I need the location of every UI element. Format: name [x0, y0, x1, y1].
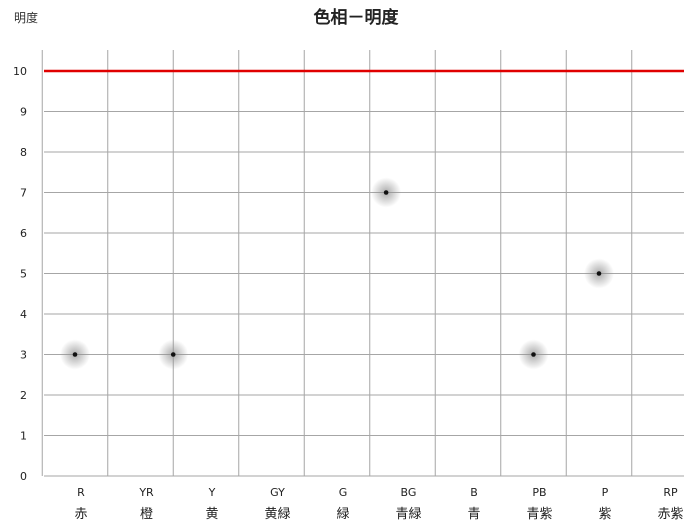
- y-tick-label: 10: [13, 65, 27, 78]
- y-tick-label: 8: [20, 146, 27, 159]
- y-tick-labels: 0 1 2 3 4 5 6 7 8 9 10: [13, 65, 27, 483]
- data-point: [72, 352, 78, 357]
- x-tick-label-name: 紫: [598, 507, 611, 522]
- x-tick-label-name: 黄: [205, 507, 218, 522]
- x-tick-label-code: PB: [532, 486, 546, 499]
- y-tick-label: 0: [20, 470, 27, 483]
- x-tick-label-code: GY: [270, 486, 285, 499]
- x-tick-label-name: 赤紫: [657, 507, 683, 522]
- y-tick-label: 2: [20, 389, 27, 402]
- x-tick-label-name: 青緑: [395, 507, 421, 522]
- chart-title: 色相－明度: [314, 7, 400, 28]
- y-tick-label: 1: [20, 430, 27, 443]
- y-tick-label: 3: [20, 349, 27, 362]
- x-tick-label-name: 青: [467, 507, 480, 522]
- x-tick-label-code: RP: [663, 486, 678, 499]
- x-tick-label-code: BG: [401, 486, 417, 499]
- data-point: [596, 271, 602, 276]
- y-tick-label: 5: [20, 268, 27, 281]
- x-tick-label-name: 赤: [74, 507, 87, 522]
- data-point: [383, 190, 389, 195]
- y-axis-label: 明度: [14, 10, 38, 25]
- x-tick-label-name: 緑: [336, 507, 349, 522]
- x-tick-label-name: 青紫: [526, 507, 552, 522]
- x-tick-label-code: B: [470, 486, 478, 499]
- x-tick-label-code: P: [602, 486, 609, 499]
- x-tick-label-name: 橙: [140, 507, 153, 522]
- data-point: [170, 352, 176, 357]
- x-tick-label-code: YR: [138, 486, 154, 499]
- y-tick-label: 4: [20, 308, 27, 321]
- x-tick-label-code: G: [339, 486, 348, 499]
- y-tick-label: 9: [20, 106, 27, 119]
- x-tick-label-name: 黄緑: [264, 507, 290, 522]
- x-tick-label-code: Y: [208, 486, 216, 499]
- x-tick-labels: R赤 YR 橙 Y黄 GY 黄緑 G緑 BG 青緑 B青 PB 青紫 P紫 RP 赤紫: [74, 486, 683, 522]
- y-tick-label: 6: [20, 227, 27, 240]
- data-point: [531, 352, 536, 357]
- y-tick-label: 7: [20, 187, 27, 200]
- x-tick-label-code: R: [77, 486, 85, 499]
- data-points: [60, 177, 614, 370]
